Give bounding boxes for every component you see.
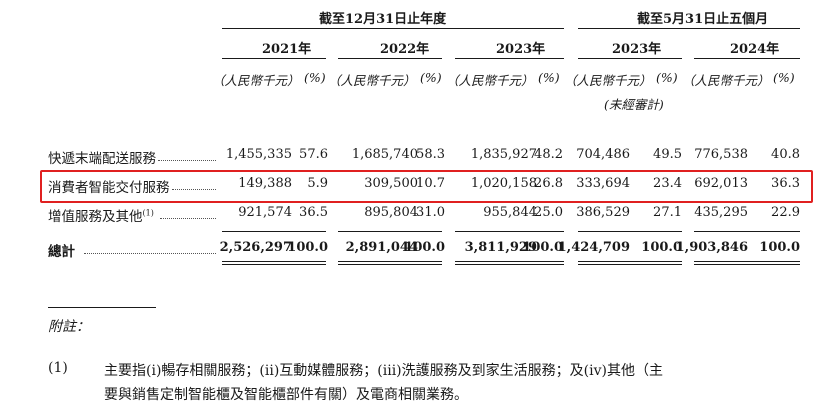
total-double-rule bbox=[455, 264, 564, 265]
total-double-rule bbox=[338, 261, 442, 262]
total-double-rule bbox=[694, 261, 800, 262]
period-header-2023: 2023年 bbox=[612, 42, 662, 57]
total-double-rule bbox=[338, 264, 442, 265]
unit-rmb-2023-period: （人民幣千元） bbox=[564, 73, 652, 88]
row-label-total: 總計 bbox=[48, 244, 75, 260]
unit-pct-2024-period: (%) bbox=[773, 70, 795, 85]
cell-r4-c4: 100.0 bbox=[404, 240, 445, 255]
cell-r3-c1: 921,574 bbox=[238, 205, 292, 220]
period-header-2024: 2024年 bbox=[730, 42, 780, 57]
cell-r3-c6: 25.0 bbox=[534, 205, 563, 220]
note-text-line1: 主要指(i)暢存相關服務；(ii)互動媒體服務；(iii)洗護服務及到家生活服務… bbox=[104, 363, 663, 379]
unit-pct-2022: (%) bbox=[420, 70, 442, 85]
cell-r2-c4: 10.7 bbox=[416, 176, 445, 191]
cell-r1-c7: 704,486 bbox=[576, 147, 630, 162]
row-label-express-delivery: 快遞末端配送服務 bbox=[48, 151, 156, 167]
total-double-rule bbox=[222, 261, 326, 262]
total-double-rule bbox=[455, 261, 564, 262]
unit-pct-2023-period: (%) bbox=[656, 70, 678, 85]
cell-r4-c1: 2,526,297 bbox=[219, 240, 292, 255]
leader-dots bbox=[84, 253, 216, 254]
cell-r2-c1: 149,388 bbox=[238, 176, 292, 191]
year-header-2023: 2023年 bbox=[496, 42, 546, 57]
row-label-consumer-smart-delivery: 消費者智能交付服務 bbox=[48, 180, 170, 196]
total-double-rule bbox=[222, 264, 326, 265]
year-header-2022: 2022年 bbox=[380, 42, 430, 57]
footnote-separator bbox=[48, 307, 156, 308]
total-double-rule bbox=[578, 264, 682, 265]
unit-rmb-2022: （人民幣千元） bbox=[328, 73, 416, 88]
unit-pct-2023: (%) bbox=[538, 70, 560, 85]
cell-r1-c2: 57.6 bbox=[299, 147, 328, 162]
cell-r2-c2: 5.9 bbox=[307, 176, 328, 191]
unit-rmb-2024-period: （人民幣千元） bbox=[682, 73, 770, 88]
year-header-2021: 2021年 bbox=[262, 42, 312, 57]
cell-r1-c8: 49.5 bbox=[653, 147, 682, 162]
cell-r1-c9: 776,538 bbox=[694, 147, 748, 162]
cell-r3-c9: 435,295 bbox=[694, 205, 748, 220]
subtotal-rule bbox=[694, 231, 800, 232]
cell-r1-c1: 1,455,335 bbox=[225, 147, 292, 162]
cell-r2-c7: 333,694 bbox=[576, 176, 630, 191]
footnote-marker: (1) bbox=[142, 208, 154, 218]
cell-r2-c6: 26.8 bbox=[534, 176, 563, 191]
unit-rmb-2021: （人民幣千元） bbox=[212, 73, 300, 88]
unit-rmb-2023: （人民幣千元） bbox=[446, 73, 534, 88]
cell-r3-c5: 955,844 bbox=[483, 205, 537, 220]
cell-r4-c10: 100.0 bbox=[759, 240, 800, 255]
cell-r4-c8: 100.0 bbox=[641, 240, 682, 255]
year-rule-2022 bbox=[338, 58, 442, 59]
total-double-rule bbox=[578, 261, 682, 262]
row-label-text: 增值服務及其他 bbox=[48, 209, 143, 225]
cell-r1-c10: 40.8 bbox=[771, 147, 800, 162]
cell-r2-c3: 309,500 bbox=[364, 176, 418, 191]
subtotal-rule bbox=[222, 231, 326, 232]
cell-r3-c3: 895,804 bbox=[364, 205, 418, 220]
notes-title: 附註： bbox=[48, 319, 90, 335]
cell-r4-c7: 1,424,709 bbox=[557, 240, 630, 255]
cell-r4-c5: 3,811,929 bbox=[464, 240, 537, 255]
note-marker: (1) bbox=[48, 360, 68, 376]
period-group-rule bbox=[578, 28, 800, 29]
cell-r4-c2: 100.0 bbox=[287, 240, 328, 255]
subtotal-rule bbox=[455, 231, 564, 232]
unaudited-note: (未經審計) bbox=[604, 97, 664, 112]
subtotal-rule bbox=[578, 231, 682, 232]
cell-r3-c4: 31.0 bbox=[416, 205, 445, 220]
note-text-line2: 要與銷售定制智能櫃及智能櫃部件有關）及電商相關業務。 bbox=[104, 387, 468, 403]
cell-r1-c4: 58.3 bbox=[416, 147, 445, 162]
cell-r2-c8: 23.4 bbox=[653, 176, 682, 191]
cell-r3-c8: 27.1 bbox=[653, 205, 682, 220]
year-rule-2023 bbox=[455, 58, 564, 59]
year-rule-2021 bbox=[222, 58, 326, 59]
total-double-rule bbox=[694, 264, 800, 265]
row-highlight-box bbox=[40, 170, 813, 203]
leader-dots bbox=[158, 160, 216, 161]
cell-r4-c6: 100.0 bbox=[522, 240, 563, 255]
subtotal-rule bbox=[338, 231, 442, 232]
cell-r3-c2: 36.5 bbox=[299, 205, 328, 220]
cell-r2-c9: 692,013 bbox=[694, 176, 748, 191]
cell-r1-c3: 1,685,740 bbox=[351, 147, 418, 162]
leader-dots bbox=[172, 189, 216, 190]
cell-r3-c7: 386,529 bbox=[576, 205, 630, 220]
cell-r2-c5: 1,020,158 bbox=[470, 176, 537, 191]
year-group-rule bbox=[222, 28, 564, 29]
cell-r1-c6: 48.2 bbox=[534, 147, 563, 162]
unit-pct-2021: (%) bbox=[304, 70, 326, 85]
period-group-title: 截至5月31日止五個月 bbox=[637, 12, 769, 27]
cell-r1-c5: 1,835,927 bbox=[470, 147, 537, 162]
period-rule-2023 bbox=[578, 58, 682, 59]
period-rule-2024 bbox=[694, 58, 800, 59]
cell-r3-c10: 22.9 bbox=[771, 205, 800, 220]
cell-r2-c10: 36.3 bbox=[771, 176, 800, 191]
cell-r4-c9: 1,903,846 bbox=[675, 240, 748, 255]
cell-r4-c3: 2,891,044 bbox=[345, 240, 418, 255]
year-group-title: 截至12月31日止年度 bbox=[319, 12, 447, 27]
row-label-value-added-services: 增值服務及其他(1) bbox=[48, 205, 154, 226]
leader-dots bbox=[160, 218, 216, 219]
